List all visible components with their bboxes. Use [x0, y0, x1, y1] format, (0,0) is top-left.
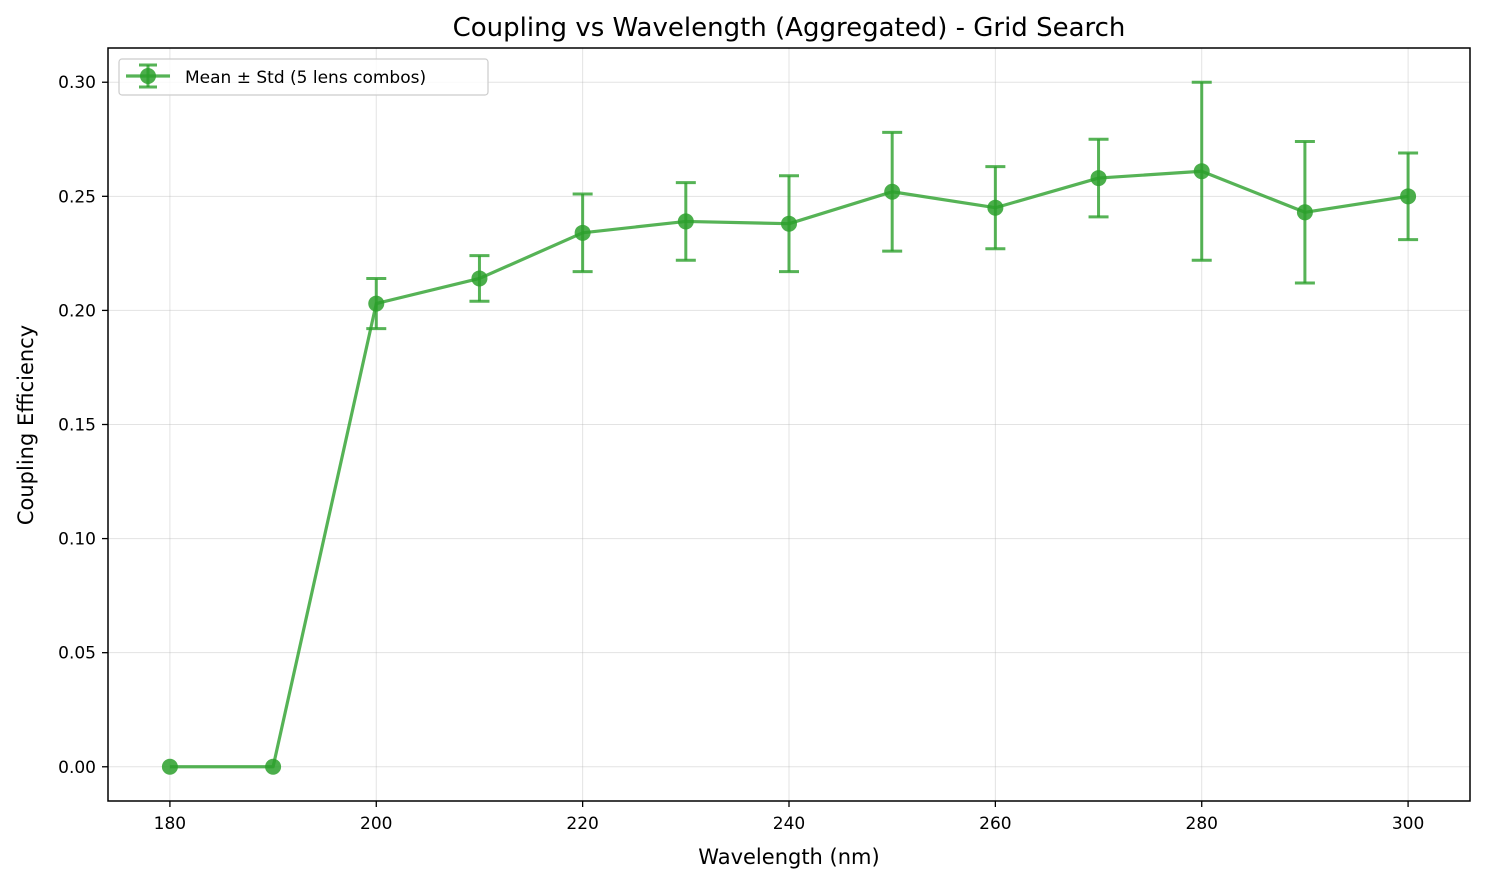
legend-marker	[126, 63, 170, 89]
legend-box	[118, 58, 489, 96]
y-tick-label: 0.05	[58, 644, 96, 664]
data-point	[1400, 188, 1417, 205]
data-series	[161, 80, 1419, 775]
data-point	[781, 215, 797, 232]
x-axis-label: Wavelength (nm)	[698, 845, 879, 869]
data-point	[471, 270, 488, 287]
data-point	[161, 758, 178, 775]
data-point	[884, 183, 901, 200]
x-tick-label: 200	[360, 814, 392, 834]
data-point	[574, 224, 591, 241]
data-point	[1296, 204, 1313, 221]
legend: Mean ± Std (5 lens combos)	[118, 58, 489, 96]
x-tick-label: 260	[979, 814, 1011, 834]
legend-point	[140, 68, 156, 84]
data-point	[987, 199, 1004, 216]
x-tick-label: 280	[1186, 814, 1218, 834]
data-point	[677, 213, 694, 230]
x-tick-label: 300	[1392, 814, 1424, 834]
legend-label: Mean ± Std (5 lens combos)	[185, 68, 426, 88]
chart-title: Coupling vs Wavelength (Aggregated) - Gr…	[453, 13, 1126, 43]
y-tick-label: 0.30	[58, 73, 96, 93]
y-tick-label: 0.10	[58, 530, 96, 550]
y-tick-label: 0.15	[58, 416, 96, 436]
data-point	[265, 758, 282, 775]
y-tick-label: 0.20	[58, 301, 96, 321]
axis-ticks: 180 200 220 240 260 280 300 0.00 0.05 0.10 0.15 0.2…	[58, 73, 1424, 834]
y-axis-label: Coupling Efficiency	[14, 325, 38, 525]
data-point	[1193, 163, 1210, 180]
x-tick-label: 220	[566, 814, 598, 834]
data-point	[368, 295, 385, 312]
data-point	[1090, 170, 1107, 187]
y-tick-label: 0.00	[58, 758, 96, 778]
y-tick-label: 0.25	[58, 187, 96, 207]
x-tick-label: 180	[154, 814, 186, 834]
x-tick-label: 240	[773, 814, 805, 834]
